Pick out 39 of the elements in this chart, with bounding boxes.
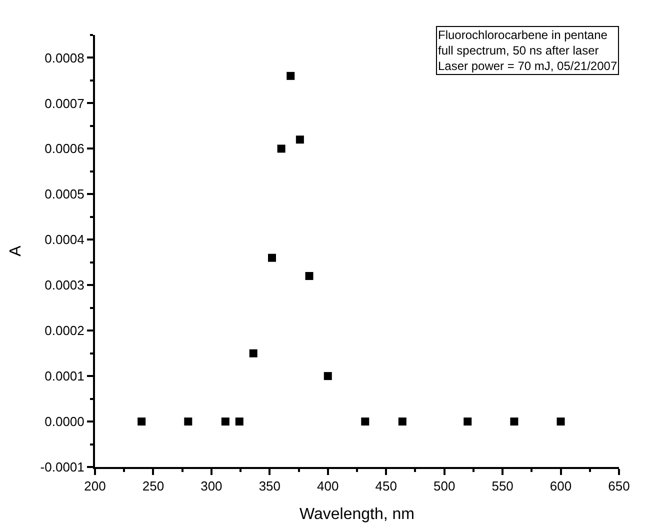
y-tick-label: 0.0005 <box>44 186 84 202</box>
point <box>556 418 565 426</box>
point <box>221 418 230 426</box>
point <box>184 418 192 426</box>
x-axis-title: Wavelength, nm <box>299 506 415 523</box>
point <box>398 418 406 426</box>
x-tick-label: 500 <box>433 478 456 494</box>
point <box>286 72 295 80</box>
point <box>277 144 286 153</box>
point <box>324 372 332 380</box>
y-tick-label: 0.0004 <box>44 232 84 248</box>
point <box>296 136 304 144</box>
x-tick-label: 300 <box>200 478 222 494</box>
x-tick-label: 550 <box>492 478 514 494</box>
annotation: Fluorochlorocarbene in pentane full spectrum, 50 ns after laser Laser power = 70 mJ, 05/21/2007 <box>438 28 618 74</box>
y-tick-label: -0.0001 <box>40 460 84 475</box>
point <box>464 418 472 426</box>
point <box>235 418 244 426</box>
point <box>510 418 518 426</box>
point <box>305 272 314 280</box>
point <box>249 349 258 358</box>
x-tick-label: 650 <box>608 478 630 494</box>
x-tick-label: 400 <box>317 478 339 494</box>
x-tick-label: 350 <box>258 478 281 494</box>
y-tick-label: 0.0006 <box>44 141 84 156</box>
y-tick-label: 0.0001 <box>44 368 84 384</box>
y-tick-label: 0.0002 <box>44 323 84 338</box>
point <box>361 418 370 426</box>
x-tick-label: 450 <box>375 478 397 494</box>
y-tick-label: 0.0008 <box>44 50 84 66</box>
point <box>138 418 146 426</box>
point <box>268 254 276 262</box>
y-tick-label: 0.0007 <box>44 96 84 111</box>
y-tick-label: 0.0000 <box>44 414 84 430</box>
x-tick-label: 600 <box>550 478 572 494</box>
x-tick-label: 200 <box>84 478 106 494</box>
x-tick-label: 250 <box>142 478 164 494</box>
y-tick-label: 0.0003 <box>44 278 84 293</box>
y-axis-title: A <box>8 245 25 256</box>
